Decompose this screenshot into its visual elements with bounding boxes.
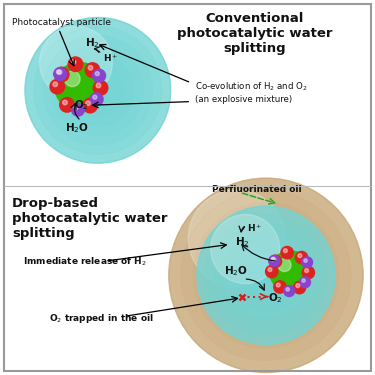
Circle shape — [296, 251, 308, 264]
Circle shape — [25, 18, 171, 163]
Circle shape — [56, 70, 60, 74]
Circle shape — [93, 81, 108, 95]
Circle shape — [43, 36, 153, 145]
Circle shape — [214, 224, 318, 327]
Circle shape — [269, 255, 280, 266]
Circle shape — [70, 63, 125, 118]
Text: H$_2$: H$_2$ — [236, 235, 250, 249]
Circle shape — [211, 214, 280, 284]
Circle shape — [271, 257, 274, 261]
Circle shape — [298, 254, 302, 258]
Circle shape — [57, 70, 62, 75]
Circle shape — [74, 106, 78, 110]
Circle shape — [278, 258, 291, 272]
Circle shape — [257, 267, 274, 284]
Circle shape — [205, 214, 327, 336]
Circle shape — [62, 54, 134, 127]
Circle shape — [89, 81, 107, 99]
Text: H$^+$: H$^+$ — [104, 53, 119, 64]
Circle shape — [304, 268, 309, 273]
Circle shape — [293, 281, 306, 294]
Circle shape — [230, 239, 302, 312]
Circle shape — [197, 206, 335, 344]
Circle shape — [217, 227, 315, 324]
Circle shape — [193, 202, 339, 348]
Circle shape — [63, 100, 67, 105]
Circle shape — [268, 268, 272, 272]
Circle shape — [269, 255, 282, 267]
Text: H$_2$O: H$_2$O — [224, 265, 248, 279]
Text: Conventional
photocatalytic water
splitting: Conventional photocatalytic water splitt… — [177, 12, 333, 55]
Circle shape — [72, 103, 84, 116]
Circle shape — [300, 277, 310, 288]
Circle shape — [71, 60, 76, 64]
Circle shape — [242, 251, 290, 300]
Circle shape — [53, 82, 58, 87]
Circle shape — [304, 259, 307, 262]
Circle shape — [93, 69, 105, 82]
Text: H$_2$O: H$_2$O — [65, 122, 89, 135]
Text: Co-evolution of H$_2$ and O$_2$
(an explosive mixture): Co-evolution of H$_2$ and O$_2$ (an expl… — [195, 81, 308, 104]
Circle shape — [54, 67, 69, 82]
Circle shape — [231, 241, 300, 310]
Circle shape — [52, 45, 143, 136]
Circle shape — [254, 263, 278, 288]
Circle shape — [80, 72, 116, 109]
Circle shape — [302, 266, 315, 279]
Circle shape — [169, 178, 363, 372]
Text: Immediate release of H$_2$: Immediate release of H$_2$ — [23, 256, 147, 268]
Circle shape — [302, 257, 312, 268]
Circle shape — [34, 27, 162, 154]
Circle shape — [276, 283, 280, 287]
Circle shape — [284, 286, 295, 297]
Circle shape — [266, 266, 278, 278]
Circle shape — [188, 190, 285, 287]
Circle shape — [85, 63, 100, 77]
Text: O$_2$: O$_2$ — [268, 291, 283, 304]
Circle shape — [169, 178, 363, 372]
Circle shape — [60, 98, 74, 112]
Circle shape — [240, 249, 292, 301]
Circle shape — [90, 93, 103, 106]
Circle shape — [86, 101, 90, 106]
Circle shape — [286, 288, 290, 291]
Circle shape — [55, 62, 104, 111]
Text: O$_2$ trapped in the oil: O$_2$ trapped in the oil — [49, 312, 154, 325]
Circle shape — [272, 257, 276, 261]
Circle shape — [302, 279, 305, 282]
Circle shape — [281, 246, 293, 259]
Circle shape — [197, 206, 335, 344]
Circle shape — [93, 95, 97, 99]
Circle shape — [249, 258, 283, 292]
Circle shape — [25, 18, 171, 163]
Circle shape — [39, 26, 112, 99]
Circle shape — [296, 284, 300, 288]
Circle shape — [95, 72, 99, 76]
Text: Drop-based
photocatalytic water
splitting: Drop-based photocatalytic water splittin… — [12, 197, 167, 240]
Text: H$_2$: H$_2$ — [85, 36, 99, 50]
Text: Photocatalyst particle: Photocatalyst particle — [12, 18, 111, 27]
Circle shape — [96, 83, 101, 88]
Circle shape — [50, 80, 64, 94]
Text: O$_2$: O$_2$ — [74, 98, 88, 112]
Circle shape — [274, 281, 286, 293]
Text: Perfluorinated oil: Perfluorinated oil — [212, 185, 302, 194]
Circle shape — [88, 66, 93, 70]
Circle shape — [83, 98, 98, 113]
Text: H$^+$: H$^+$ — [246, 223, 262, 234]
Circle shape — [181, 190, 351, 360]
Circle shape — [68, 57, 83, 72]
Circle shape — [270, 251, 311, 292]
Circle shape — [284, 249, 287, 253]
Circle shape — [54, 68, 67, 80]
Circle shape — [64, 71, 80, 87]
Circle shape — [206, 215, 326, 336]
Circle shape — [223, 232, 309, 318]
